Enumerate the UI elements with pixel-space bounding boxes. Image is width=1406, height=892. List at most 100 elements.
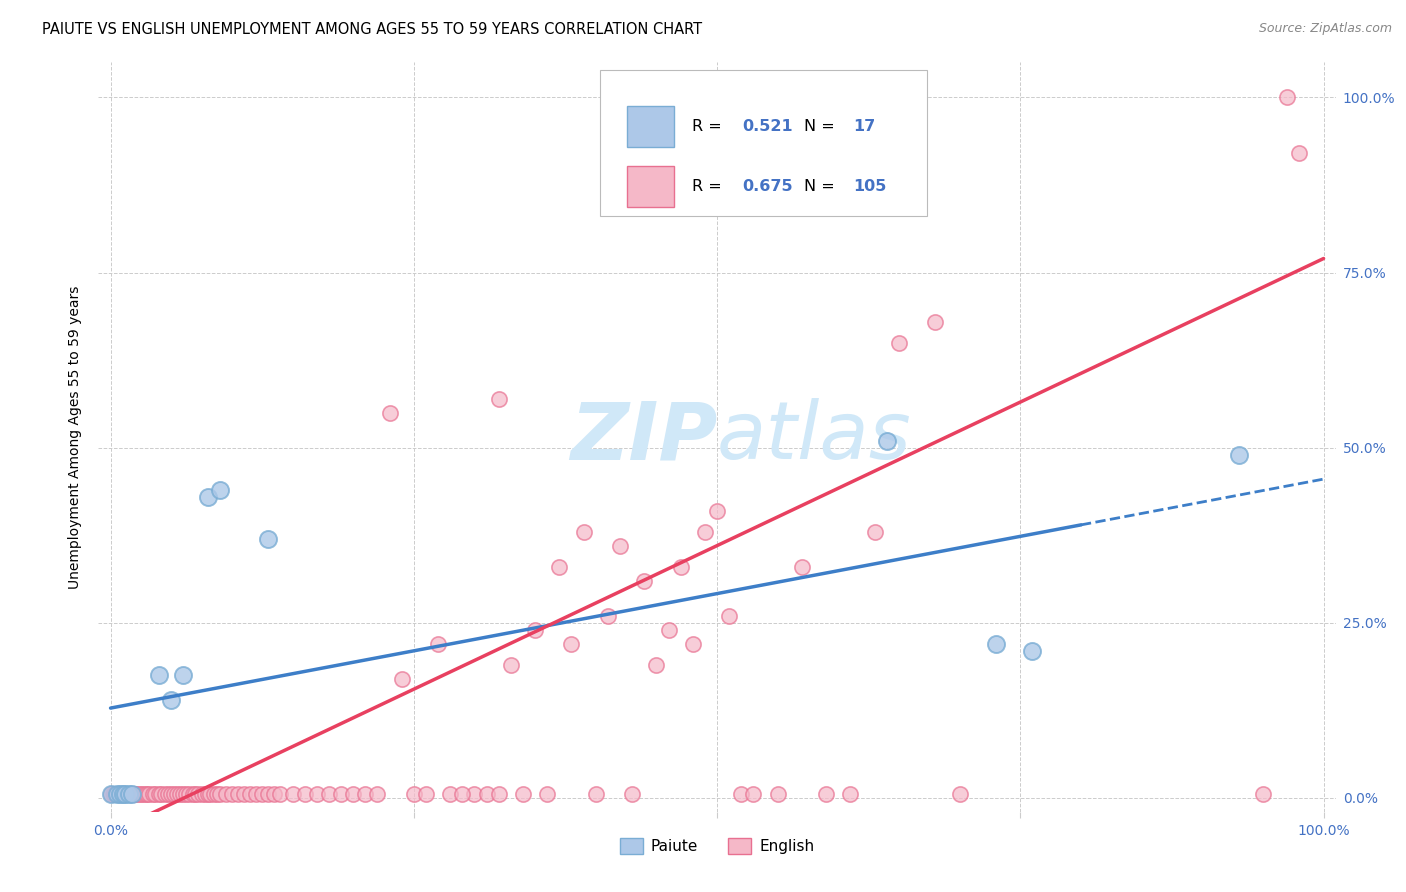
- Point: [115, 787, 138, 801]
- Point: [342, 787, 364, 801]
- Point: [169, 787, 191, 801]
- Point: [354, 787, 377, 801]
- Point: [876, 434, 898, 448]
- Point: [1227, 448, 1250, 462]
- Y-axis label: Unemployment Among Ages 55 to 59 years: Unemployment Among Ages 55 to 59 years: [69, 285, 83, 589]
- Point: [572, 524, 595, 539]
- Point: [585, 787, 607, 801]
- Point: [194, 787, 217, 801]
- Point: [524, 623, 547, 637]
- Point: [105, 787, 128, 801]
- Point: [197, 490, 219, 504]
- Point: [208, 787, 231, 801]
- Point: [226, 787, 249, 801]
- Point: [439, 787, 461, 801]
- Point: [179, 787, 201, 801]
- Point: [281, 787, 304, 801]
- Point: [233, 787, 256, 801]
- Point: [174, 787, 197, 801]
- Point: [245, 787, 267, 801]
- Point: [790, 559, 813, 574]
- Point: [257, 787, 280, 801]
- Point: [134, 787, 156, 801]
- Point: [202, 787, 225, 801]
- Point: [463, 787, 485, 801]
- Point: [1021, 643, 1043, 657]
- Point: [160, 787, 183, 801]
- Point: [1251, 787, 1274, 801]
- Point: [536, 787, 558, 801]
- Point: [112, 787, 135, 801]
- Point: [105, 787, 128, 801]
- Point: [187, 787, 209, 801]
- Point: [122, 787, 145, 801]
- Point: [924, 314, 946, 328]
- Point: [118, 787, 141, 801]
- Point: [124, 787, 146, 801]
- Bar: [627, 106, 673, 147]
- Point: [863, 524, 886, 539]
- Point: [118, 787, 141, 801]
- Point: [366, 787, 388, 801]
- Point: [107, 787, 129, 801]
- Point: [101, 787, 124, 801]
- Point: [100, 787, 122, 801]
- Point: [111, 787, 134, 801]
- Point: [197, 787, 219, 801]
- Point: [669, 559, 692, 574]
- Point: [121, 787, 143, 801]
- Point: [451, 787, 474, 801]
- Text: R =: R =: [692, 178, 727, 194]
- Text: ZIP: ZIP: [569, 398, 717, 476]
- Point: [160, 692, 183, 706]
- Point: [1288, 146, 1310, 161]
- Point: [145, 787, 167, 801]
- Point: [148, 668, 170, 682]
- Point: [742, 787, 765, 801]
- Point: [184, 787, 207, 801]
- Point: [250, 787, 273, 801]
- Point: [402, 787, 425, 801]
- Point: [263, 787, 285, 801]
- Point: [512, 787, 534, 801]
- Text: N =: N =: [804, 119, 839, 134]
- Point: [269, 787, 291, 801]
- Point: [391, 672, 413, 686]
- Text: N =: N =: [804, 178, 839, 194]
- Point: [215, 787, 238, 801]
- Text: PAIUTE VS ENGLISH UNEMPLOYMENT AMONG AGES 55 TO 59 YEARS CORRELATION CHART: PAIUTE VS ENGLISH UNEMPLOYMENT AMONG AGE…: [42, 22, 703, 37]
- Point: [887, 335, 910, 350]
- Point: [117, 787, 139, 801]
- Point: [198, 787, 221, 801]
- Point: [488, 787, 510, 801]
- Point: [100, 787, 122, 801]
- Bar: [627, 166, 673, 207]
- Point: [153, 787, 176, 801]
- Point: [730, 787, 752, 801]
- Point: [114, 787, 136, 801]
- Point: [111, 787, 134, 801]
- Point: [114, 787, 136, 801]
- Point: [415, 787, 437, 801]
- Point: [103, 787, 125, 801]
- Point: [142, 787, 165, 801]
- Point: [172, 668, 194, 682]
- Point: [138, 787, 160, 801]
- Point: [148, 787, 170, 801]
- Point: [181, 787, 204, 801]
- Point: [221, 787, 243, 801]
- Text: 0.521: 0.521: [742, 119, 793, 134]
- Point: [839, 787, 862, 801]
- Point: [239, 787, 262, 801]
- Point: [706, 503, 728, 517]
- Point: [693, 524, 716, 539]
- Legend: Paiute, English: Paiute, English: [614, 832, 820, 860]
- Point: [208, 483, 231, 497]
- Point: [560, 637, 582, 651]
- Point: [984, 637, 1007, 651]
- Point: [110, 787, 132, 801]
- Point: [475, 787, 498, 801]
- Point: [118, 787, 141, 801]
- Point: [172, 787, 194, 801]
- Point: [110, 787, 132, 801]
